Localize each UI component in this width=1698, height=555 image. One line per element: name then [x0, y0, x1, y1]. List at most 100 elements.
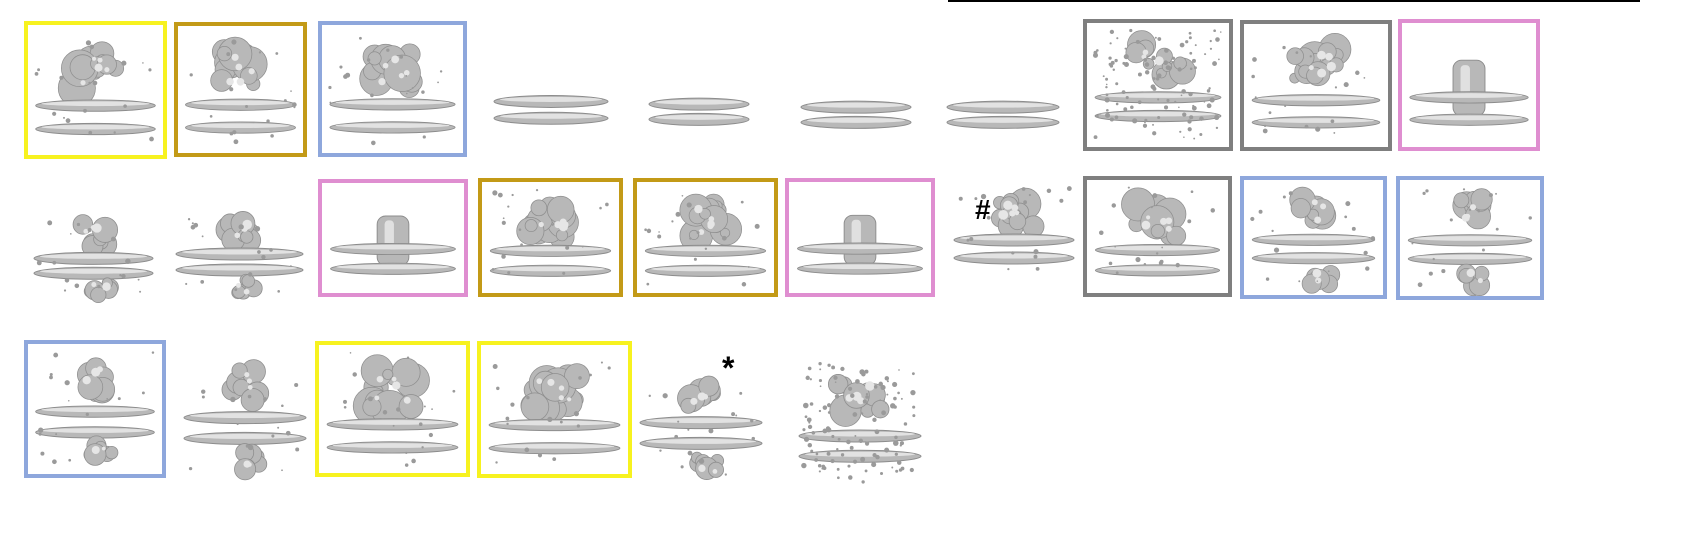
class-average-tile — [645, 92, 753, 130]
bilayer-densities — [185, 98, 296, 134]
density-map-render — [328, 36, 456, 146]
blue-framed-class-average-tile — [1396, 176, 1544, 300]
bilayer-densities — [33, 251, 154, 280]
density-map-render — [185, 36, 297, 145]
protein-density — [210, 36, 268, 92]
density-map-render — [1250, 186, 1376, 294]
protein-density — [1289, 186, 1337, 230]
bilayer-densities — [183, 411, 307, 445]
protein-density — [516, 195, 579, 250]
bilayer-densities — [1251, 233, 1376, 265]
noise-speckles — [644, 194, 760, 287]
density-map-render — [1407, 188, 1533, 297]
yellow-framed-class-average-tile — [477, 341, 632, 478]
density-map-render — [953, 186, 1075, 271]
noise-speckles — [491, 189, 609, 275]
density-map-render — [493, 94, 609, 125]
noise-speckles — [38, 351, 155, 465]
bilayer-densities — [1094, 243, 1221, 277]
bilayer-densities — [798, 429, 922, 463]
density-map-render — [489, 189, 612, 277]
class-average-tile — [950, 178, 1078, 278]
protein-density — [221, 359, 270, 412]
density-map-render — [33, 214, 154, 304]
class-average-tile — [30, 210, 157, 304]
density-map-render — [175, 211, 304, 300]
gold-framed-class-average-tile — [633, 178, 778, 297]
bilayer-densities — [648, 97, 750, 126]
density-map-render — [488, 361, 621, 464]
density-map-render — [798, 362, 922, 484]
protein-density — [57, 41, 125, 108]
density-map-render — [648, 97, 750, 126]
yellow-framed-class-average-tile — [24, 21, 167, 159]
noise-speckles — [1092, 28, 1222, 140]
protein-density — [1125, 30, 1196, 90]
noise-speckles — [343, 352, 456, 467]
protein-density — [677, 375, 721, 414]
bilayer-densities — [329, 98, 456, 134]
noise-speckles — [801, 362, 916, 484]
hash-symbol-mark: # — [975, 194, 991, 225]
class-average-tile — [172, 202, 307, 302]
pink-framed-class-average-tile — [1398, 19, 1540, 151]
protein-density — [991, 187, 1045, 239]
density-map-render — [1251, 33, 1381, 134]
noise-speckles — [185, 218, 292, 293]
bilayer-densities — [1409, 91, 1529, 126]
pink-framed-class-average-tile — [318, 179, 468, 297]
density-map-render — [35, 351, 155, 466]
density-map-render — [1094, 186, 1221, 277]
class-average-tile — [943, 95, 1063, 133]
class-average-tile — [797, 95, 915, 133]
bilayer-densities — [488, 418, 621, 455]
density-map-render — [326, 352, 459, 467]
density-map-render — [644, 193, 767, 287]
gold-framed-class-average-tile — [174, 22, 307, 157]
noise-speckles — [958, 186, 1072, 271]
class-average-tile — [490, 88, 612, 130]
protein-density — [215, 211, 262, 253]
channel-density — [843, 214, 877, 266]
noise-speckles — [1250, 191, 1376, 283]
gray-framed-class-average-tile — [1083, 176, 1232, 297]
bilayer-densities — [35, 405, 155, 439]
channel-density — [376, 215, 410, 266]
bilayer-densities — [175, 247, 304, 277]
class-average-tile — [795, 355, 925, 490]
protein-density — [76, 357, 116, 404]
density-map-render — [797, 214, 923, 275]
bilayer-densities — [35, 99, 156, 136]
protein-density — [1286, 33, 1352, 87]
noise-speckles — [492, 361, 611, 464]
noise-speckles — [189, 39, 297, 145]
bilayer-densities — [946, 100, 1060, 129]
protein-density — [689, 451, 725, 480]
pink-framed-class-average-tile — [785, 178, 935, 297]
protein-density — [83, 277, 119, 304]
protein-density — [679, 193, 743, 253]
density-map-render — [34, 40, 156, 142]
class-average-tile — [636, 355, 766, 485]
protein-density — [83, 435, 119, 466]
protein-density — [520, 363, 590, 424]
protein-density — [1456, 263, 1491, 297]
protein-density — [1301, 265, 1341, 294]
density-map-render — [183, 359, 307, 481]
protein-density — [234, 443, 268, 481]
noise-speckles — [328, 36, 443, 146]
noise-speckles — [34, 40, 154, 142]
top-rule-line — [948, 0, 1640, 2]
protein-density — [359, 43, 423, 98]
bilayer-densities — [330, 242, 456, 275]
bilayer-densities — [644, 244, 767, 277]
density-map-render — [639, 375, 763, 480]
bilayer-densities — [489, 244, 612, 277]
noise-speckles — [1411, 188, 1532, 288]
blue-framed-class-average-tile — [24, 340, 166, 478]
protein-density — [72, 214, 119, 258]
protein-density — [1121, 187, 1187, 246]
blue-framed-class-average-tile — [1240, 176, 1387, 299]
bilayer-densities — [326, 418, 459, 454]
bilayer-densities — [639, 416, 763, 450]
